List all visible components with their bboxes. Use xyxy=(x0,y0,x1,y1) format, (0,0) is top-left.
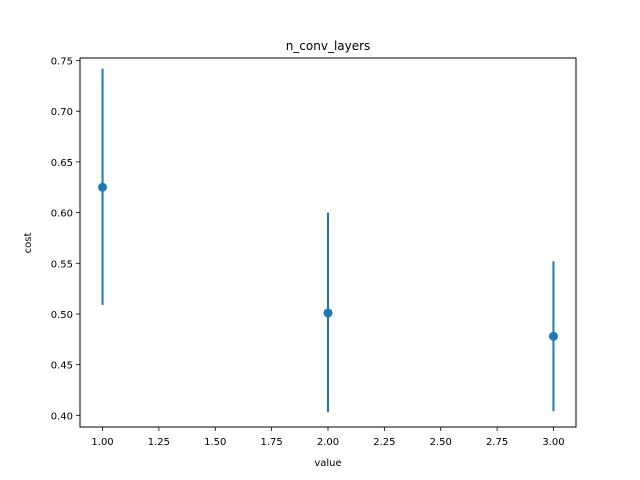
x-tick-label: 2.75 xyxy=(486,437,508,448)
y-tick-label: 0.40 xyxy=(51,411,73,422)
x-tick-label: 1.75 xyxy=(261,437,283,448)
y-tick-label: 0.65 xyxy=(51,158,73,169)
chart-title: n_conv_layers xyxy=(286,39,371,53)
y-tick-label: 0.60 xyxy=(51,209,73,220)
data-point xyxy=(548,331,558,341)
x-tick-label: 2.25 xyxy=(373,437,395,448)
y-tick-label: 0.45 xyxy=(51,361,73,372)
x-tick-label: 2.50 xyxy=(430,437,452,448)
y-tick-label: 0.55 xyxy=(51,259,73,270)
y-tick-label: 0.50 xyxy=(51,310,73,321)
x-tick-label: 3.00 xyxy=(542,437,564,448)
x-tick-label: 1.25 xyxy=(148,437,170,448)
x-tick-label: 2.00 xyxy=(317,437,339,448)
y-axis-label: cost xyxy=(23,233,34,254)
data-point xyxy=(98,182,108,192)
x-axis-label: value xyxy=(314,458,341,469)
data-point xyxy=(323,308,333,318)
y-tick-label: 0.70 xyxy=(51,107,73,118)
x-tick-label: 1.00 xyxy=(91,437,113,448)
plot-frame xyxy=(79,57,577,428)
plot-area: 1.00 1.25 1.50 1.75 2.00 2.25 2.50 2.75 3.00 0.40… xyxy=(51,57,565,448)
y-tick-label: 0.75 xyxy=(51,57,73,68)
x-tick-label: 1.50 xyxy=(204,437,226,448)
